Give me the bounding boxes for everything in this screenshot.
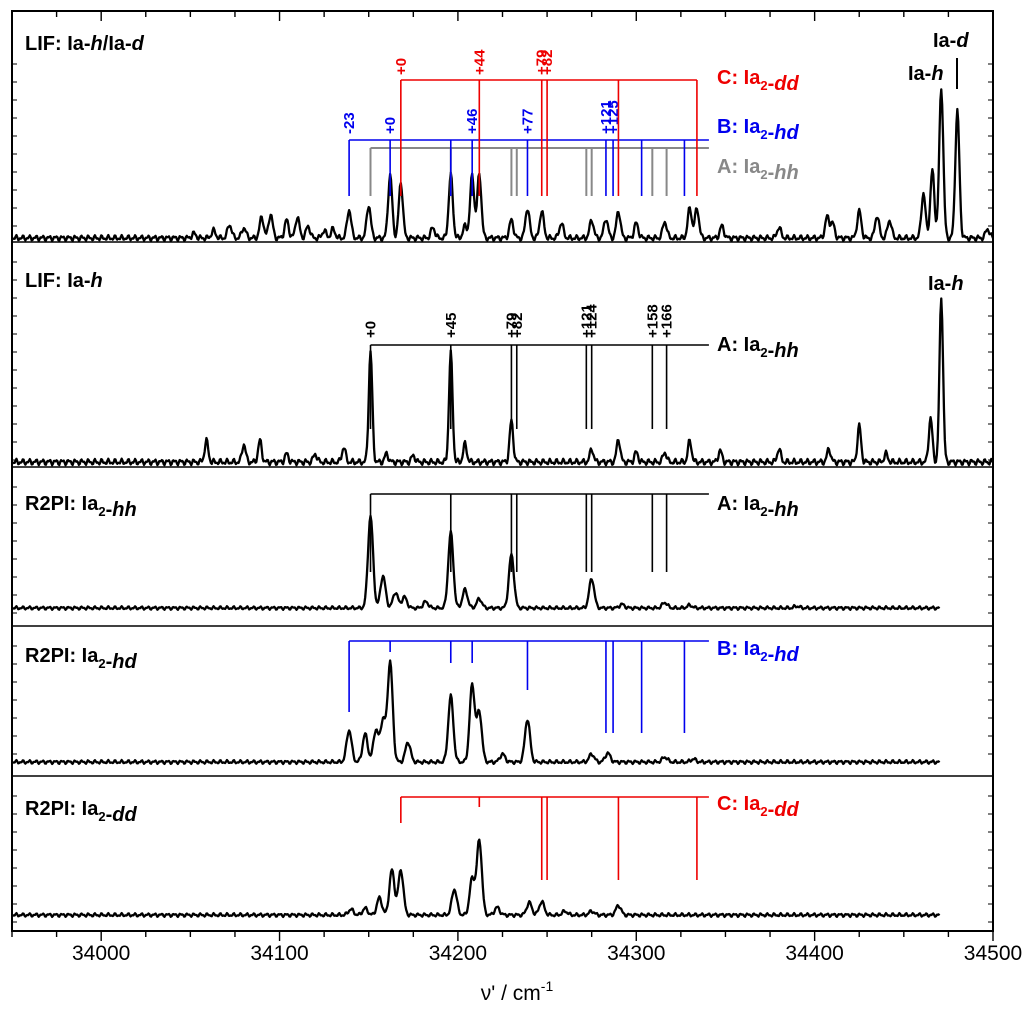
panel-5-progression-C: C: Ia2-dd: [400, 793, 799, 880]
progression-label: C: Ia2-dd: [717, 793, 799, 821]
panel-title: LIF: Ia-h: [25, 270, 103, 292]
axis-layer: ν' / cm-1 34000 34100 34200 34300 34400 34500: [11, 11, 1022, 1005]
offset-label: +0: [393, 58, 410, 75]
offset-label: +79: [503, 313, 520, 338]
offset-label: +121: [578, 304, 595, 338]
x-tick-label: 34500: [964, 942, 1022, 965]
panel-lif-h: LIF: Ia-h: [11, 270, 995, 467]
spectrum-trace: [11, 659, 941, 766]
offset-label: +166: [659, 304, 676, 338]
panel-title: R2PI: Ia2-dd: [25, 798, 137, 826]
x-tick-label: 34400: [785, 942, 843, 965]
monomer-label-ia-h: Ia-h: [928, 273, 964, 295]
x-tick-label: 34300: [607, 942, 665, 965]
offset-label: +0: [382, 117, 399, 134]
panel-1-progression-A: A: Ia2-hh: [369, 147, 799, 196]
x-axis-title: ν' / cm-1: [481, 978, 554, 1005]
panel-r2pi-hh: R2PI: Ia2-hh: [11, 493, 941, 611]
progression-label: A: Ia2-hh: [717, 493, 799, 521]
x-tick-label: 34200: [429, 942, 487, 965]
offset-label: +46: [464, 109, 481, 134]
offset-label: +45: [443, 313, 460, 338]
panels-layer: LIF: Ia-h/Ia-d LIF: Ia-h R2PI: Ia2-hh R2PI:…: [11, 30, 995, 919]
x-tick-label: 34000: [72, 942, 130, 965]
progression-label: C: Ia2-dd: [717, 67, 799, 95]
panel-title: R2PI: Ia2-hh: [25, 493, 137, 521]
monomer-label-ia-h: Ia-h: [908, 63, 944, 85]
panel-3-progression-A: A: Ia2-hh: [369, 493, 799, 572]
spectrum-trace: [11, 88, 995, 243]
offset-label: +44: [471, 49, 488, 75]
panel-1-progression-B: B: Ia2-hd -23 +0 +46 +77 +121+125: [341, 100, 799, 196]
offset-label: +124: [584, 304, 601, 338]
offset-label: +121: [598, 100, 615, 134]
offset-label: +158: [644, 304, 661, 338]
progression-label: B: Ia2-hd: [717, 116, 799, 144]
monomer-label-ia-d: Ia-d: [933, 30, 969, 52]
offset-label: +0: [363, 321, 380, 338]
offset-label: +77: [519, 109, 536, 134]
offset-label: +82: [539, 50, 556, 75]
offset-label: +125: [605, 100, 622, 134]
spectrum-trace: [11, 297, 995, 467]
panel-4-progression-B: B: Ia2-hd: [348, 638, 799, 733]
progression-label: A: Ia2-hh: [717, 156, 799, 184]
panel-1-progression-C: C: Ia2-dd +0 +44 +79+82: [393, 49, 799, 196]
panel-title: LIF: Ia-h/Ia-d: [25, 33, 145, 55]
panel-r2pi-hd: R2PI: Ia2-hd: [11, 645, 941, 766]
offset-label: +79: [534, 50, 551, 75]
progression-label: A: Ia2-hh: [717, 334, 799, 362]
offset-label: +82: [509, 313, 526, 338]
progression-label: B: Ia2-hd: [717, 638, 799, 666]
x-tick-label: 34100: [250, 942, 308, 965]
spectrum-trace: [11, 838, 941, 919]
spectrum-trace: [11, 514, 941, 611]
panel-title: R2PI: Ia2-hd: [25, 645, 137, 673]
panel-lif-mix: LIF: Ia-h/Ia-d: [11, 33, 995, 243]
offset-label: -23: [341, 112, 358, 134]
panel-2-progression-A: A: Ia2-hh +0 +45 +79+82 +121+124 +158+166: [363, 304, 799, 429]
panel-r2pi-dd: R2PI: Ia2-dd: [11, 798, 941, 919]
